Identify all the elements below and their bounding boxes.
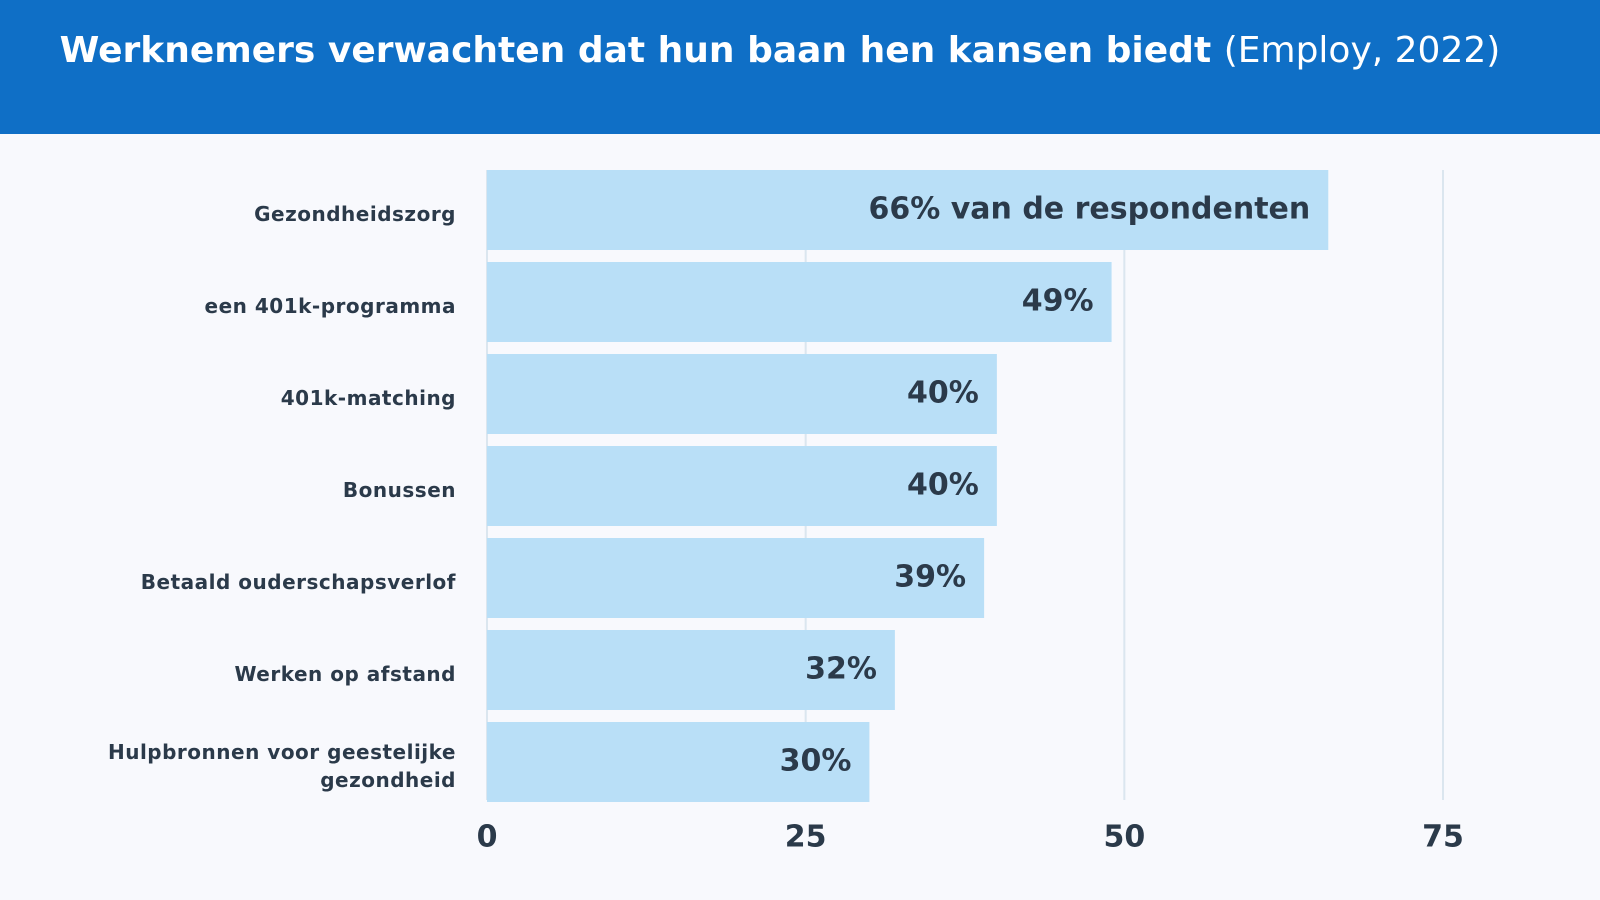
bar	[487, 538, 985, 618]
value-label: 66% van de respondenten	[868, 192, 1310, 227]
category-label: Werken op afstand	[234, 662, 456, 686]
x-tick-label: 0	[477, 820, 498, 855]
subtitle: (Employ, 2022)	[1224, 30, 1501, 71]
category-label: 401k-matching	[280, 386, 456, 410]
bar	[487, 262, 1112, 342]
bar	[487, 630, 895, 710]
category-label: Hulpbronnen voor geestelijke gezondheid	[107, 740, 456, 792]
value-label: 32%	[805, 652, 877, 687]
value-label: 49%	[1022, 284, 1094, 319]
category-label: Bonussen	[342, 478, 456, 502]
header-band	[0, 0, 1600, 134]
title: Werknemers verwachten dat hun baan hen k…	[60, 30, 1212, 71]
x-tick-label: 75	[1422, 820, 1464, 855]
value-label: 40%	[907, 468, 979, 503]
category-label: Gezondheidszorg	[254, 202, 456, 226]
value-label: 30%	[780, 744, 852, 779]
category-label: een 401k-programma	[204, 294, 456, 318]
bar	[487, 722, 870, 802]
category-label: Betaald ouderschapsverlof	[140, 570, 456, 594]
value-label: 40%	[907, 376, 979, 411]
value-label: 39%	[894, 560, 966, 595]
chart-title: Werknemers verwachten dat hun baan hen k…	[60, 30, 1501, 71]
x-tick-label: 50	[1103, 820, 1145, 855]
bar	[487, 170, 1329, 250]
bar	[487, 446, 997, 526]
bar	[487, 354, 997, 434]
x-tick-label: 25	[785, 820, 827, 855]
